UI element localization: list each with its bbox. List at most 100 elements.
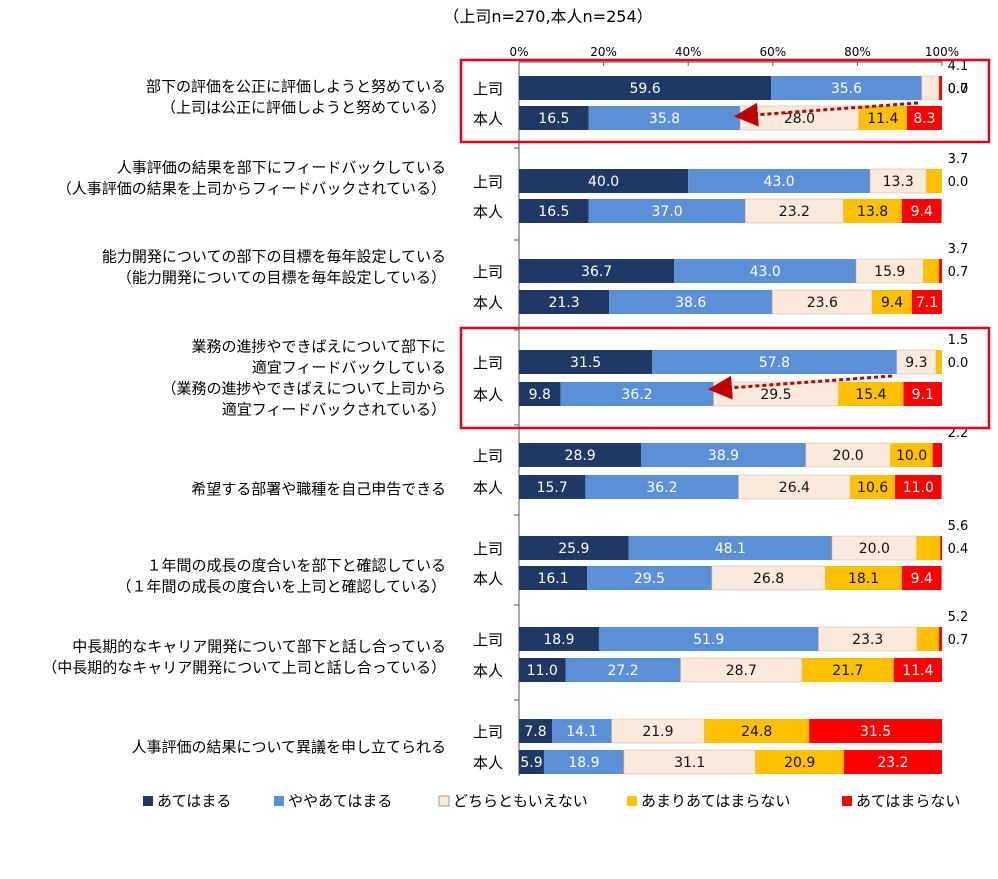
data-label: 26.4 bbox=[779, 480, 810, 496]
bar-segment bbox=[850, 475, 896, 499]
bar-segment bbox=[939, 627, 942, 651]
legend-swatch bbox=[143, 796, 153, 806]
bar-segment bbox=[805, 442, 891, 468]
row-label: 本人 bbox=[473, 110, 503, 128]
data-label: 23.2 bbox=[877, 755, 908, 771]
data-label: 0.0 bbox=[948, 356, 969, 371]
data-label: 0.4 bbox=[948, 542, 969, 557]
group-label: （人事評価の結果を上司からフィードバックされている） bbox=[57, 180, 446, 198]
bar-segment bbox=[519, 106, 589, 130]
bar-segment bbox=[551, 719, 612, 743]
row-label: 本人 bbox=[473, 294, 503, 312]
x-tick-label: 20% bbox=[590, 45, 617, 59]
chart-subtitle: （上司n=270,本人n=254） bbox=[443, 7, 652, 26]
data-label: 28.9 bbox=[565, 448, 596, 464]
group-label: 希望する部署や職種を自己申告できる bbox=[191, 480, 446, 498]
row-label: 上司 bbox=[473, 80, 503, 98]
bar-segment bbox=[543, 750, 624, 774]
data-label: 21.9 bbox=[642, 724, 673, 740]
bar-segment bbox=[872, 290, 912, 314]
bar-segment bbox=[519, 290, 610, 314]
data-label: 13.3 bbox=[883, 174, 914, 190]
highlight-box bbox=[459, 326, 991, 430]
bar-segment bbox=[519, 475, 586, 499]
data-label: 15.7 bbox=[537, 480, 568, 496]
bar-segment bbox=[519, 536, 629, 560]
data-label: 11.0 bbox=[527, 663, 558, 679]
data-label: 27.2 bbox=[607, 663, 638, 679]
bar-segment bbox=[855, 258, 924, 284]
group-label: 適宜フィードバックされている） bbox=[222, 401, 446, 419]
data-label: 11.4 bbox=[902, 663, 933, 679]
data-label: 23.6 bbox=[807, 295, 838, 311]
data-label: 5.9 bbox=[520, 755, 542, 771]
row-label: 上司 bbox=[473, 631, 503, 649]
row-label: 本人 bbox=[473, 203, 503, 221]
data-label: 20.0 bbox=[833, 448, 864, 464]
data-label: 28.0 bbox=[784, 111, 815, 127]
legend-label: どちらともいえない bbox=[453, 792, 588, 810]
bar-segment bbox=[674, 259, 857, 283]
bar-segment bbox=[939, 259, 942, 283]
group-label: 人事評価の結果を部下にフィードバックしている bbox=[117, 159, 446, 177]
data-label: 10.6 bbox=[857, 480, 888, 496]
data-label: 48.1 bbox=[715, 541, 746, 557]
bar-segment bbox=[519, 627, 599, 651]
data-label: 35.6 bbox=[831, 81, 862, 97]
data-label: 35.8 bbox=[649, 111, 680, 127]
bar-segment bbox=[711, 565, 826, 591]
data-label: 9.8 bbox=[529, 387, 551, 403]
legend-swatch bbox=[274, 796, 284, 806]
row-label: 上司 bbox=[473, 354, 503, 372]
bar-segment bbox=[565, 658, 681, 682]
bar-segment bbox=[869, 168, 927, 194]
x-tick-label: 80% bbox=[844, 45, 871, 59]
data-label: 29.5 bbox=[634, 571, 665, 587]
data-label: 43.0 bbox=[750, 264, 781, 280]
row-label: 本人 bbox=[473, 386, 503, 404]
bar-segment bbox=[519, 169, 689, 193]
data-label: 11.4 bbox=[867, 111, 898, 127]
row-label: 上司 bbox=[473, 540, 503, 558]
data-label: 57.8 bbox=[759, 355, 790, 371]
data-label: 15.9 bbox=[874, 264, 905, 280]
bar-segment bbox=[843, 199, 902, 223]
bar-segment bbox=[895, 475, 942, 499]
data-label: 20.9 bbox=[784, 755, 815, 771]
row-label: 上司 bbox=[473, 447, 503, 465]
data-label: 26.8 bbox=[753, 571, 784, 587]
bar-segment bbox=[896, 349, 937, 375]
bar-segment bbox=[917, 627, 940, 651]
data-label: 23.2 bbox=[779, 204, 810, 220]
data-label: 9.4 bbox=[911, 571, 933, 587]
row-label: 上司 bbox=[473, 173, 503, 191]
data-label: 0.0 bbox=[948, 175, 969, 190]
row-label: 本人 bbox=[473, 754, 503, 772]
data-label: 16.5 bbox=[538, 204, 569, 220]
bar-segment bbox=[825, 566, 902, 590]
bar-segment bbox=[901, 199, 942, 223]
bar-segment bbox=[906, 106, 942, 130]
data-label: 8.3 bbox=[913, 111, 935, 127]
data-label: 9.3 bbox=[905, 355, 927, 371]
data-label: 20.0 bbox=[859, 541, 890, 557]
group-label: 人事評価の結果について異議を申し立てられる bbox=[131, 738, 446, 756]
row-label: 本人 bbox=[473, 479, 503, 497]
bar-segment bbox=[940, 536, 942, 560]
bar-segment bbox=[901, 566, 942, 590]
legend-swatch bbox=[842, 796, 852, 806]
group-label: 適宜フィードバックしている bbox=[252, 359, 446, 377]
data-label: 40.0 bbox=[588, 174, 619, 190]
legend-swatch bbox=[438, 795, 450, 807]
bar-segment bbox=[688, 169, 871, 193]
bar-segment bbox=[588, 199, 746, 223]
shift-arrow bbox=[734, 101, 919, 127]
data-label: 13.8 bbox=[857, 204, 888, 220]
group-label: １年間の成長の度合いを部下と確認している bbox=[146, 557, 446, 575]
bar-segment bbox=[809, 719, 942, 743]
data-label: 31.1 bbox=[674, 755, 705, 771]
bar-segment bbox=[890, 443, 933, 467]
bar-segment bbox=[801, 658, 894, 682]
x-tick-label: 0% bbox=[509, 45, 528, 59]
